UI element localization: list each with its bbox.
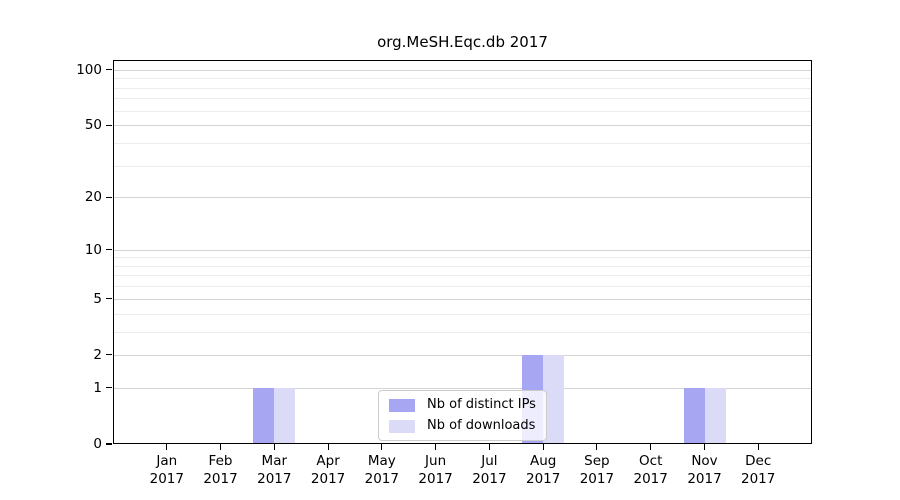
x-tick-label: Feb 2017 [191,452,251,488]
x-tick-label: Apr 2017 [298,452,358,488]
major-gridline [113,387,812,389]
x-tick-mark [219,444,222,450]
bar-nov-distinct-ips [683,387,705,444]
bar-mar-distinct-ips [253,387,275,444]
y-tick-label: 10 [84,241,102,258]
x-tick-label: Jan 2017 [137,452,197,488]
x-tick-mark [650,444,652,450]
x-tick-mark [542,444,544,450]
y-tick-label: 5 [93,290,102,307]
y-tick-label: 0 [93,436,102,452]
major-gridline [113,69,812,71]
x-tick-mark [273,444,275,450]
minor-gridline [113,331,812,333]
y-tick-label: 50 [84,117,102,134]
chart-title: org.MeSH.Eqc.db 2017 [377,33,548,51]
legend: Nb of distinct IPs Nb of downloads [378,390,547,441]
minor-gridline [113,313,812,315]
x-tick-mark [166,444,168,450]
major-gridline [113,197,812,199]
x-tick-label: Mar 2017 [244,452,304,488]
major-gridline [113,298,812,300]
x-tick-mark [757,444,759,450]
minor-gridline [113,165,812,167]
y-tick-mark [106,387,112,389]
x-tick-year: 2017 [687,471,722,487]
legend-swatch-downloads [389,419,415,433]
y-tick-mark [106,443,112,445]
x-tick-mark [381,444,383,450]
x-tick-label: Oct 2017 [621,452,681,488]
x-tick-year: 2017 [149,471,184,487]
legend-swatch-distinct-ips [389,398,415,412]
x-tick-year: 2017 [579,471,615,487]
x-tick-mark [435,444,437,450]
y-tick-mark [106,354,112,356]
x-tick-year: 2017 [310,471,346,487]
minor-gridline [113,87,812,89]
x-tick-year: 2017 [472,471,507,487]
minor-gridline [113,110,812,112]
y-tick-label: 100 [76,61,102,78]
y-tick-mark [106,69,112,71]
minor-gridline [113,98,812,100]
major-gridline [113,125,812,127]
x-tick-year: 2017 [741,471,776,487]
bar-nov-downloads [704,387,726,444]
x-tick-label: May 2017 [352,452,412,488]
x-tick-year: 2017 [526,471,561,487]
y-tick-mark [106,249,112,251]
x-tick-label: Jun 2017 [406,452,466,488]
x-tick-mark [703,444,706,450]
x-tick-label: Sep 2017 [567,452,627,488]
legend-item-downloads: Nb of downloads [389,418,536,434]
y-tick-mark [106,298,112,300]
legend-label-downloads: Nb of downloads [427,418,536,433]
x-tick-mark [488,444,490,450]
x-tick-year: 2017 [418,471,453,487]
legend-item-distinct-ips: Nb of distinct IPs [389,397,536,413]
y-tick-label: 2 [93,346,102,363]
minor-gridline [113,142,812,144]
x-tick-label: Aug 2017 [513,452,573,488]
plot-area [113,60,812,444]
y-tick-mark [106,124,112,126]
major-gridline [113,354,812,356]
minor-gridline [113,78,812,80]
x-tick-mark [327,444,329,450]
x-tick-label: Nov 2017 [675,452,735,488]
legend-label-distinct-ips: Nb of distinct IPs [427,397,536,412]
major-gridline [113,249,812,251]
y-tick-label: 20 [84,189,102,206]
bar-aug-downloads [543,354,565,444]
y-tick-label: 1 [93,379,102,396]
x-tick-mark [596,444,598,450]
minor-gridline [113,265,812,267]
x-tick-label: Jul 2017 [459,452,519,488]
x-tick-year: 2017 [633,471,668,487]
minor-gridline [113,286,812,288]
y-tick-mark [106,196,112,198]
x-tick-label: Dec 2017 [728,452,788,488]
x-tick-year: 2017 [203,471,238,487]
x-tick-year: 2017 [364,471,399,487]
bar-mar-downloads [274,387,296,444]
minor-gridline [113,275,812,277]
x-tick-year: 2017 [257,471,292,487]
minor-gridline [113,257,812,259]
